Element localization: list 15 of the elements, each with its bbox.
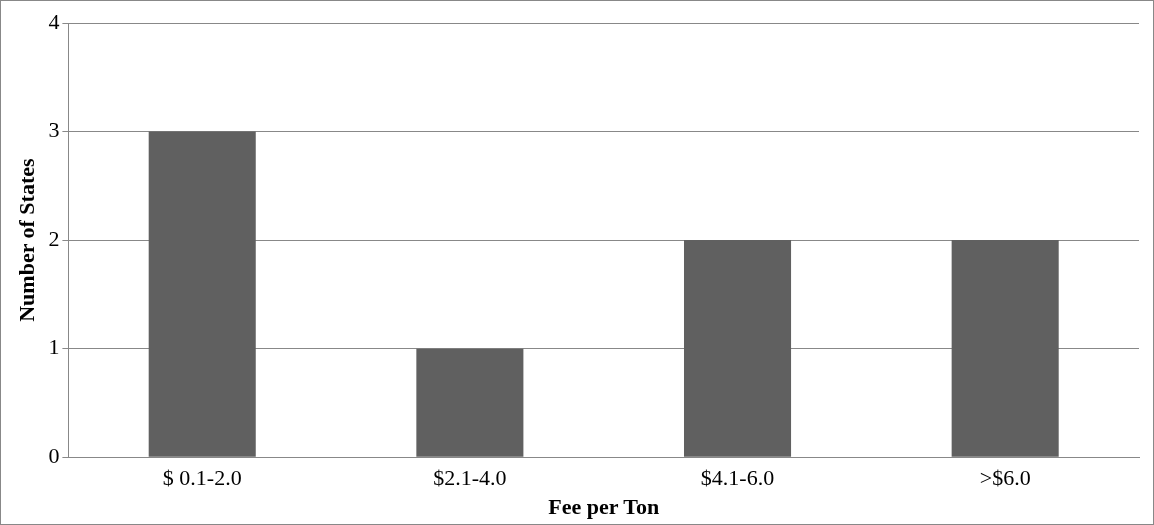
y-tick-label: 2 xyxy=(48,225,60,251)
y-tick-label: 1 xyxy=(48,334,60,360)
x-axis-title: Fee per Ton xyxy=(548,494,660,520)
bar xyxy=(684,240,792,457)
x-tick-label: >$6.0 xyxy=(979,465,1031,491)
y-tick-label: 4 xyxy=(48,8,60,34)
y-axis-title: Number of States xyxy=(13,157,39,322)
x-tick-label: $ 0.1-2.0 xyxy=(162,465,242,491)
x-tick-label: $2.1-4.0 xyxy=(433,465,507,491)
bar xyxy=(951,240,1059,457)
y-tick-label: 3 xyxy=(48,117,60,143)
bar xyxy=(416,348,524,457)
bar xyxy=(148,131,256,457)
y-tick-label: 0 xyxy=(48,442,60,468)
x-tick-label: $4.1-6.0 xyxy=(700,465,775,491)
